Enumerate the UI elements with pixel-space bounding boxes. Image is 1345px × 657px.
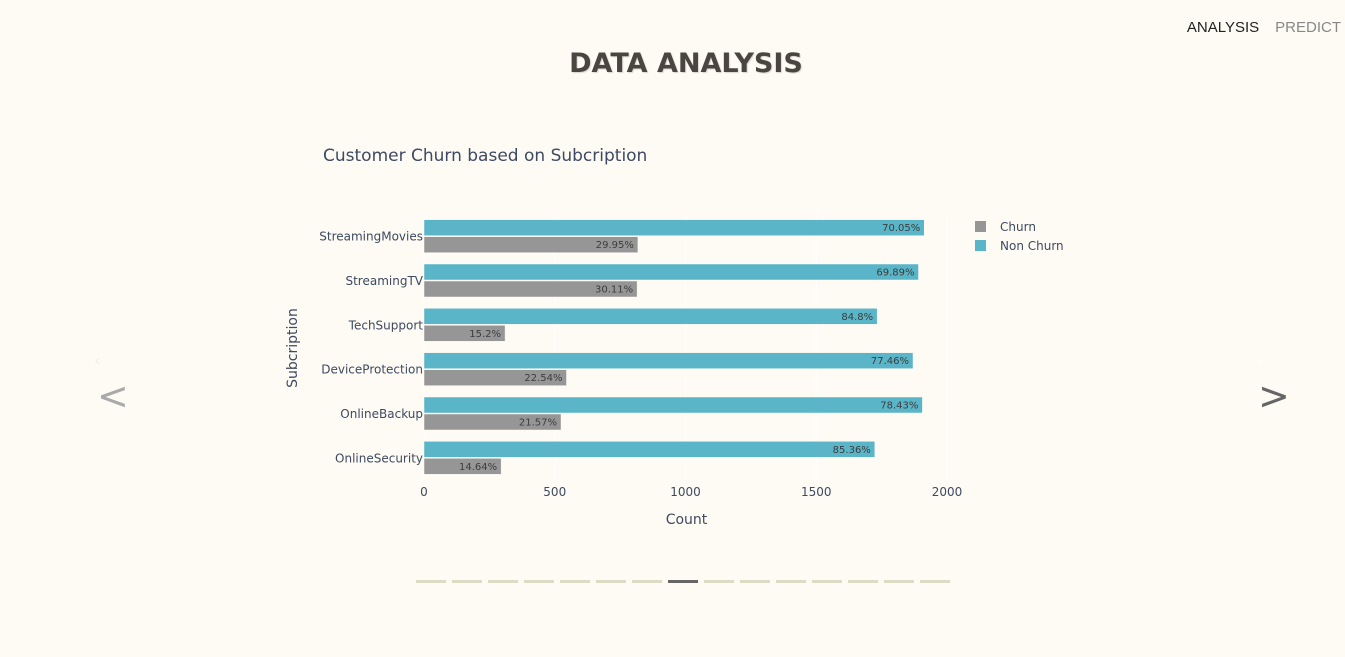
carousel-indicator[interactable] xyxy=(560,580,590,583)
bar-value-label: 69.89% xyxy=(876,268,914,279)
carousel-indicator[interactable] xyxy=(416,580,446,583)
churn-bar[interactable] xyxy=(423,458,502,475)
x-tick-label: 0 xyxy=(420,485,428,499)
chart-legend[interactable]: Churn Non Churn xyxy=(975,220,1064,253)
y-tick-label: DeviceProtection xyxy=(321,363,423,377)
legend-swatch[interactable] xyxy=(975,221,986,232)
chart-title: Customer Churn based on Subcription xyxy=(323,146,648,166)
churn-bar[interactable] xyxy=(423,369,567,386)
carousel-indicator[interactable] xyxy=(920,580,950,583)
churn-bar[interactable] xyxy=(423,325,506,342)
bar-value-label: 78.43% xyxy=(880,401,918,412)
chart-gridlines xyxy=(423,214,948,480)
y-tick-label: TechSupport xyxy=(348,318,424,332)
carousel-indicator[interactable] xyxy=(452,580,482,583)
churn-bar[interactable] xyxy=(423,236,639,253)
carousel-indicator[interactable] xyxy=(884,580,914,583)
chart-y-ticks: StreamingMovies StreamingTV TechSupport Dev… xyxy=(319,230,424,466)
bar-value-label: 85.36% xyxy=(833,445,871,456)
top-nav: ANALYSIS PREDICT xyxy=(1187,19,1341,36)
carousel-prev-button[interactable]: < xyxy=(97,374,129,418)
non-churn-bar[interactable] xyxy=(423,308,878,325)
x-axis-title: Count xyxy=(666,512,708,528)
next-faint-icon: › xyxy=(1257,351,1264,370)
carousel-indicator[interactable] xyxy=(776,580,806,583)
carousel-indicator[interactable] xyxy=(524,580,554,583)
bar-value-label: 30.11% xyxy=(595,285,633,296)
carousel-next-button[interactable]: > xyxy=(1258,374,1290,418)
carousel-indicator[interactable] xyxy=(596,580,626,583)
non-churn-bar[interactable] xyxy=(423,219,925,236)
bar-value-label: 15.2% xyxy=(469,329,501,340)
x-tick-label: 1000 xyxy=(670,485,701,499)
prev-faint-icon: ‹ xyxy=(94,351,101,370)
bar-value-label: 14.64% xyxy=(459,462,497,473)
x-tick-label: 500 xyxy=(543,485,566,499)
y-tick-label: OnlineSecurity xyxy=(335,451,423,465)
legend-label[interactable]: Non Churn xyxy=(1000,239,1064,253)
chart-bars xyxy=(423,219,925,475)
y-tick-label: OnlineBackup xyxy=(340,407,423,421)
page-title: DATA ANALYSIS xyxy=(569,48,803,79)
carousel-indicator[interactable] xyxy=(632,580,662,583)
x-tick-label: 1500 xyxy=(801,485,832,499)
y-tick-label: StreamingMovies xyxy=(319,230,423,244)
non-churn-bar[interactable] xyxy=(423,263,919,281)
bar-value-label: 84.8% xyxy=(841,312,873,323)
nav-analysis-link[interactable]: ANALYSIS xyxy=(1186,19,1260,36)
carousel-indicators xyxy=(416,580,950,583)
y-axis-title: Subcription xyxy=(285,308,301,388)
non-churn-bar[interactable] xyxy=(423,396,923,414)
carousel-indicator[interactable] xyxy=(740,580,770,583)
bar-value-label: 70.05% xyxy=(882,223,920,234)
carousel-indicator[interactable] xyxy=(848,580,878,583)
y-tick-label: StreamingTV xyxy=(345,274,423,288)
bar-value-label: 22.54% xyxy=(524,373,562,384)
nav-predict-link[interactable]: PREDICT xyxy=(1275,19,1341,36)
non-churn-bar[interactable] xyxy=(423,352,914,369)
chart-x-ticks: 0 500 1000 1500 2000 xyxy=(420,485,962,499)
churn-bar[interactable] xyxy=(423,413,562,431)
non-churn-bar[interactable] xyxy=(423,441,876,458)
carousel-indicator[interactable] xyxy=(704,580,734,583)
bar-value-label: 29.95% xyxy=(596,240,634,251)
bar-value-label: 77.46% xyxy=(871,356,909,367)
churn-bar[interactable] xyxy=(423,280,638,298)
bar-value-label: 21.57% xyxy=(519,418,557,429)
carousel-indicator[interactable] xyxy=(668,580,698,583)
legend-label[interactable]: Churn xyxy=(1000,220,1036,234)
x-tick-label: 2000 xyxy=(932,485,963,499)
legend-swatch[interactable] xyxy=(975,240,986,251)
carousel-indicator[interactable] xyxy=(488,580,518,583)
chart-data-labels: 70.05% 29.95% 69.89% 30.11% 84.8% 15.2% 77.46%… xyxy=(459,223,920,473)
carousel-indicator[interactable] xyxy=(812,580,842,583)
churn-bar-chart: 70.05% 29.95% 69.89% 30.11% 84.8% 15.2% 77.46%… xyxy=(285,214,1064,528)
